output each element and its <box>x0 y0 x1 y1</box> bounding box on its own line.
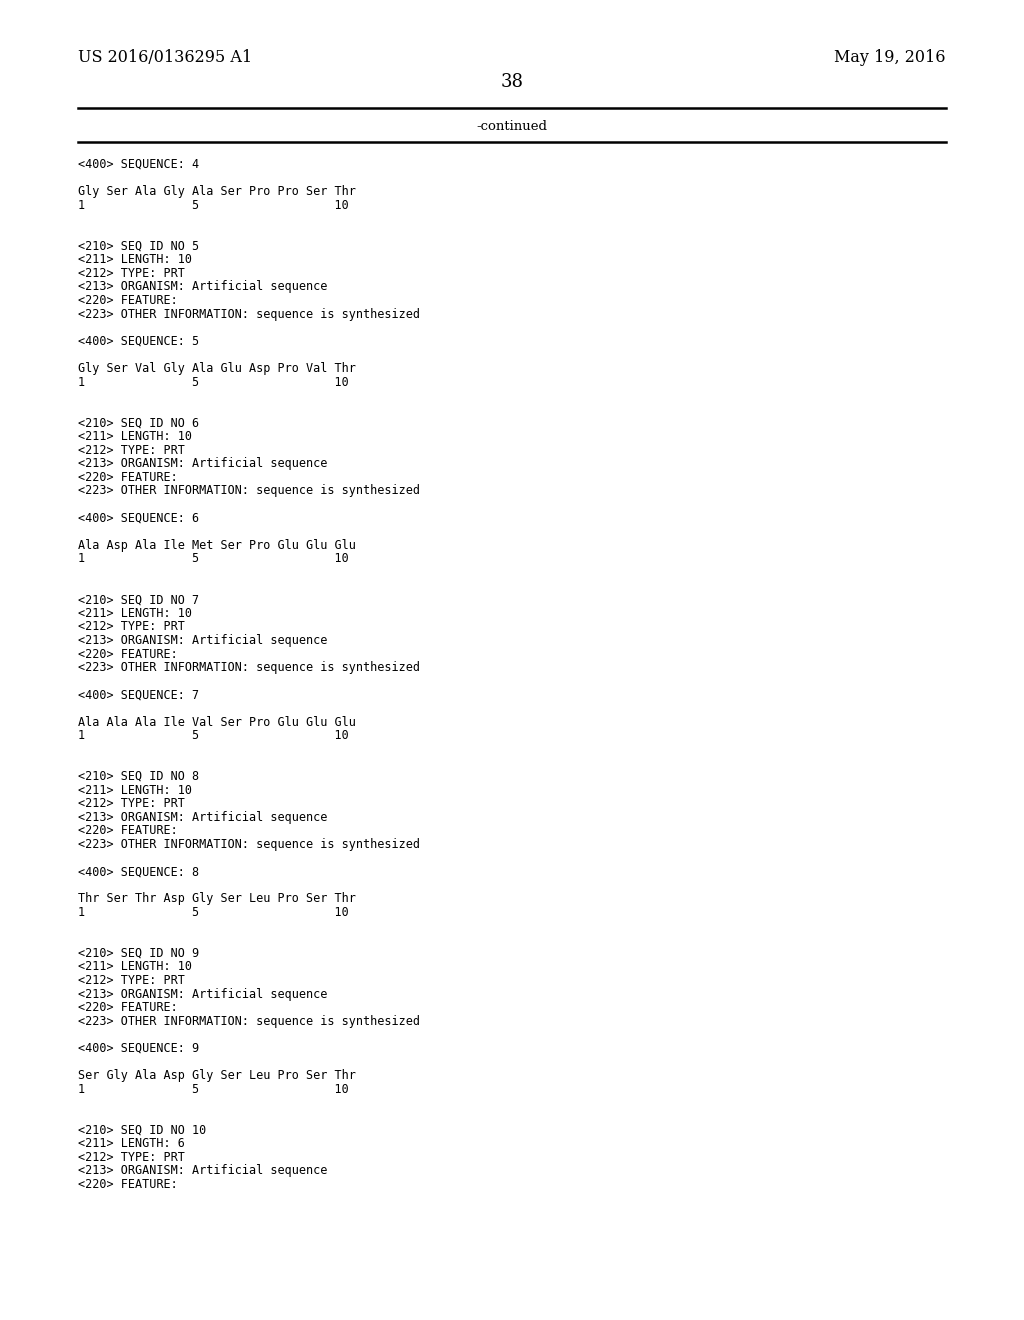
Text: <400> SEQUENCE: 4: <400> SEQUENCE: 4 <box>78 158 199 172</box>
Text: 38: 38 <box>501 73 523 91</box>
Text: 1               5                   10: 1 5 10 <box>78 376 349 388</box>
Text: <211> LENGTH: 10: <211> LENGTH: 10 <box>78 253 193 267</box>
Text: 1               5                   10: 1 5 10 <box>78 552 349 565</box>
Text: <400> SEQUENCE: 5: <400> SEQUENCE: 5 <box>78 335 199 347</box>
Text: <211> LENGTH: 10: <211> LENGTH: 10 <box>78 430 193 444</box>
Text: <220> FEATURE:: <220> FEATURE: <box>78 471 178 484</box>
Text: <220> FEATURE:: <220> FEATURE: <box>78 1177 178 1191</box>
Text: <400> SEQUENCE: 6: <400> SEQUENCE: 6 <box>78 512 199 524</box>
Text: <220> FEATURE:: <220> FEATURE: <box>78 825 178 837</box>
Text: <400> SEQUENCE: 7: <400> SEQUENCE: 7 <box>78 689 199 701</box>
Text: <223> OTHER INFORMATION: sequence is synthesized: <223> OTHER INFORMATION: sequence is syn… <box>78 661 420 675</box>
Text: <210> SEQ ID NO 8: <210> SEQ ID NO 8 <box>78 770 199 783</box>
Text: <213> ORGANISM: Artificial sequence: <213> ORGANISM: Artificial sequence <box>78 457 328 470</box>
Text: Gly Ser Ala Gly Ala Ser Pro Pro Ser Thr: Gly Ser Ala Gly Ala Ser Pro Pro Ser Thr <box>78 185 356 198</box>
Text: <223> OTHER INFORMATION: sequence is synthesized: <223> OTHER INFORMATION: sequence is syn… <box>78 838 420 851</box>
Text: <212> TYPE: PRT: <212> TYPE: PRT <box>78 1151 185 1164</box>
Text: May 19, 2016: May 19, 2016 <box>835 49 946 66</box>
Text: <212> TYPE: PRT: <212> TYPE: PRT <box>78 797 185 810</box>
Text: <213> ORGANISM: Artificial sequence: <213> ORGANISM: Artificial sequence <box>78 1164 328 1177</box>
Text: Ala Ala Ala Ile Val Ser Pro Glu Glu Glu: Ala Ala Ala Ile Val Ser Pro Glu Glu Glu <box>78 715 356 729</box>
Text: <212> TYPE: PRT: <212> TYPE: PRT <box>78 444 185 457</box>
Text: <211> LENGTH: 10: <211> LENGTH: 10 <box>78 961 193 973</box>
Text: Ala Asp Ala Ile Met Ser Pro Glu Glu Glu: Ala Asp Ala Ile Met Ser Pro Glu Glu Glu <box>78 539 356 552</box>
Text: <220> FEATURE:: <220> FEATURE: <box>78 648 178 660</box>
Text: 1               5                   10: 1 5 10 <box>78 906 349 919</box>
Text: <220> FEATURE:: <220> FEATURE: <box>78 1001 178 1014</box>
Text: Gly Ser Val Gly Ala Glu Asp Pro Val Thr: Gly Ser Val Gly Ala Glu Asp Pro Val Thr <box>78 362 356 375</box>
Text: <223> OTHER INFORMATION: sequence is synthesized: <223> OTHER INFORMATION: sequence is syn… <box>78 484 420 498</box>
Text: <210> SEQ ID NO 5: <210> SEQ ID NO 5 <box>78 240 199 252</box>
Text: <400> SEQUENCE: 9: <400> SEQUENCE: 9 <box>78 1041 199 1055</box>
Text: <223> OTHER INFORMATION: sequence is synthesized: <223> OTHER INFORMATION: sequence is syn… <box>78 1015 420 1028</box>
Text: <213> ORGANISM: Artificial sequence: <213> ORGANISM: Artificial sequence <box>78 810 328 824</box>
Text: <210> SEQ ID NO 6: <210> SEQ ID NO 6 <box>78 416 199 429</box>
Text: <220> FEATURE:: <220> FEATURE: <box>78 294 178 308</box>
Text: <211> LENGTH: 10: <211> LENGTH: 10 <box>78 784 193 796</box>
Text: <210> SEQ ID NO 7: <210> SEQ ID NO 7 <box>78 593 199 606</box>
Text: <210> SEQ ID NO 10: <210> SEQ ID NO 10 <box>78 1123 206 1137</box>
Text: <212> TYPE: PRT: <212> TYPE: PRT <box>78 974 185 987</box>
Text: <210> SEQ ID NO 9: <210> SEQ ID NO 9 <box>78 946 199 960</box>
Text: <211> LENGTH: 6: <211> LENGTH: 6 <box>78 1138 185 1150</box>
Text: <211> LENGTH: 10: <211> LENGTH: 10 <box>78 607 193 620</box>
Text: 1               5                   10: 1 5 10 <box>78 729 349 742</box>
Text: 1               5                   10: 1 5 10 <box>78 1082 349 1096</box>
Text: US 2016/0136295 A1: US 2016/0136295 A1 <box>78 49 252 66</box>
Text: <213> ORGANISM: Artificial sequence: <213> ORGANISM: Artificial sequence <box>78 634 328 647</box>
Text: <400> SEQUENCE: 8: <400> SEQUENCE: 8 <box>78 865 199 878</box>
Text: -continued: -continued <box>476 120 548 132</box>
Text: <223> OTHER INFORMATION: sequence is synthesized: <223> OTHER INFORMATION: sequence is syn… <box>78 308 420 321</box>
Text: Thr Ser Thr Asp Gly Ser Leu Pro Ser Thr: Thr Ser Thr Asp Gly Ser Leu Pro Ser Thr <box>78 892 356 906</box>
Text: 1               5                   10: 1 5 10 <box>78 199 349 211</box>
Text: Ser Gly Ala Asp Gly Ser Leu Pro Ser Thr: Ser Gly Ala Asp Gly Ser Leu Pro Ser Thr <box>78 1069 356 1082</box>
Text: <213> ORGANISM: Artificial sequence: <213> ORGANISM: Artificial sequence <box>78 280 328 293</box>
Text: <213> ORGANISM: Artificial sequence: <213> ORGANISM: Artificial sequence <box>78 987 328 1001</box>
Text: <212> TYPE: PRT: <212> TYPE: PRT <box>78 267 185 280</box>
Text: <212> TYPE: PRT: <212> TYPE: PRT <box>78 620 185 634</box>
